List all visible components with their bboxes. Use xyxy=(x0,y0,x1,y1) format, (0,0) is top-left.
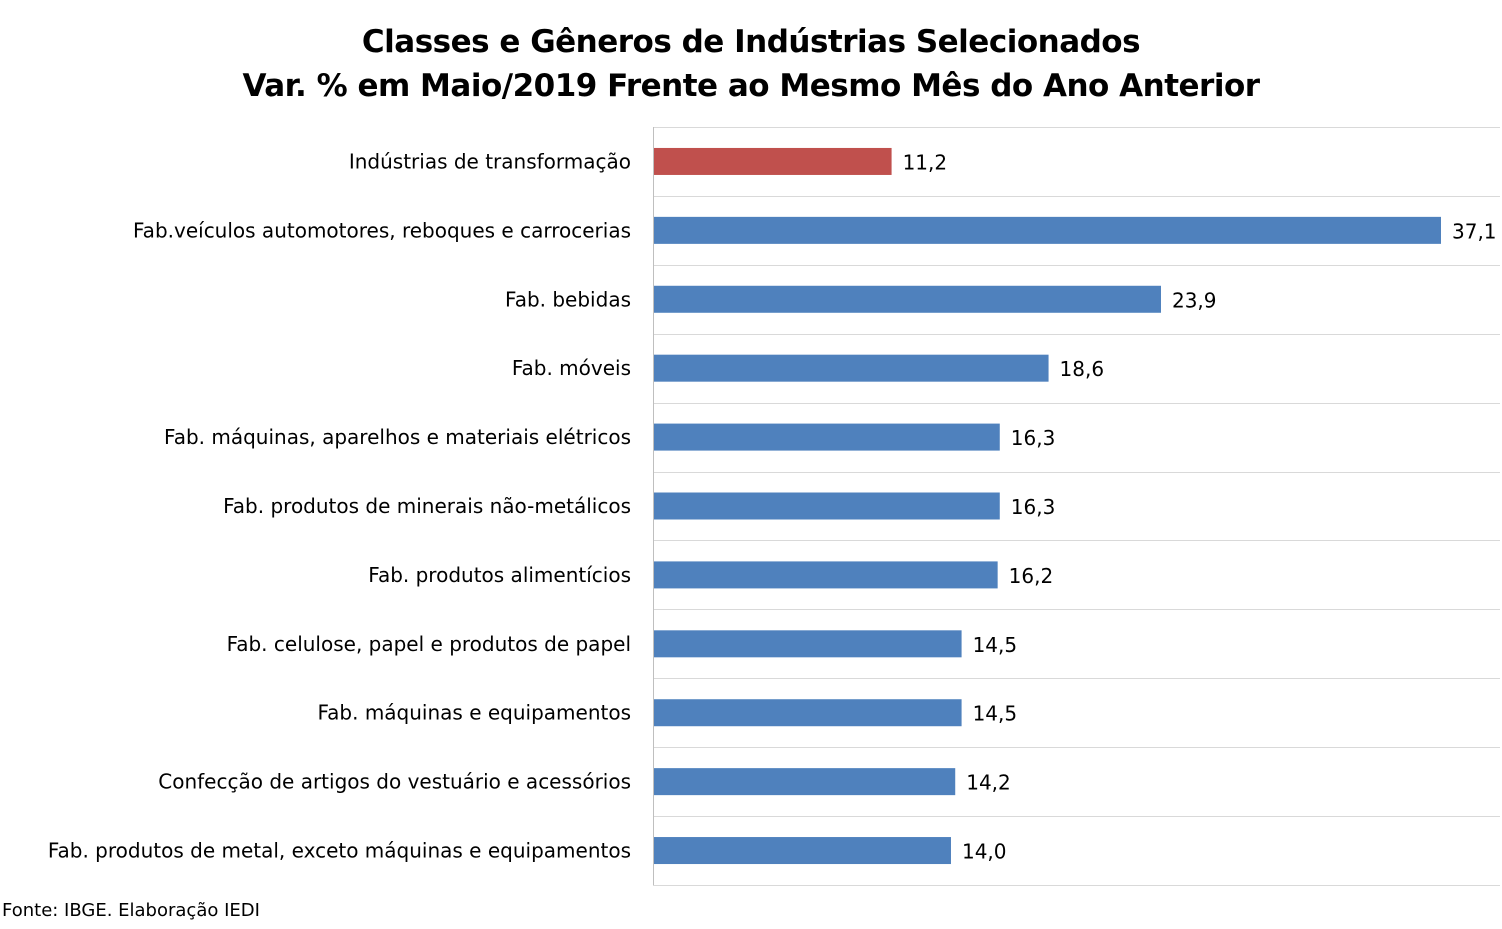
title-line-1: Classes e Gêneros de Indústrias Selecion… xyxy=(361,24,1141,60)
data-label: 11,2 xyxy=(903,150,948,174)
bar xyxy=(654,837,951,865)
bar xyxy=(654,699,962,727)
bar xyxy=(654,354,1049,382)
bar xyxy=(654,423,1000,451)
category-label: Fab. máquinas e equipamentos xyxy=(317,701,631,725)
data-label: 14,5 xyxy=(973,702,1018,726)
category-label: Fab. máquinas, aparelhos e materiais elé… xyxy=(164,425,631,449)
data-label: 37,1 xyxy=(1452,219,1497,243)
title-line-2: Var. % em Maio/2019 Frente ao Mesmo Mês … xyxy=(242,68,1260,104)
data-label: 14,5 xyxy=(973,633,1018,657)
bar xyxy=(654,147,892,175)
category-label: Fab. produtos de minerais não-metálicos xyxy=(223,494,631,518)
bar xyxy=(654,492,1000,520)
category-label: Fab. produtos de metal, exceto máquinas … xyxy=(48,839,631,863)
source-note: Fonte: IBGE. Elaboração IEDI xyxy=(2,900,260,921)
data-label: 14,2 xyxy=(966,771,1011,795)
bar xyxy=(654,285,1161,313)
data-label: 14,0 xyxy=(962,840,1007,864)
bar xyxy=(654,768,956,796)
data-label: 16,2 xyxy=(1009,564,1054,588)
data-label: 16,3 xyxy=(1011,495,1056,519)
bar xyxy=(654,630,962,658)
bar xyxy=(654,216,1441,244)
data-label: 23,9 xyxy=(1172,288,1217,312)
category-label: Fab. celulose, papel e produtos de papel xyxy=(227,632,631,656)
data-label: 16,3 xyxy=(1011,426,1056,450)
category-label: Fab.veículos automotores, reboques e car… xyxy=(133,218,631,242)
chart-title: Classes e Gêneros de Indústrias Selecion… xyxy=(0,20,1502,108)
category-label: Fab. bebidas xyxy=(505,287,631,311)
data-label: 18,6 xyxy=(1060,357,1105,381)
category-label: Indústrias de transformação xyxy=(349,149,631,173)
bar xyxy=(654,561,998,589)
category-label: Fab. móveis xyxy=(512,356,631,380)
category-label: Fab. produtos alimentícios xyxy=(368,563,631,587)
category-label: Confecção de artigos do vestuário e aces… xyxy=(158,770,631,794)
